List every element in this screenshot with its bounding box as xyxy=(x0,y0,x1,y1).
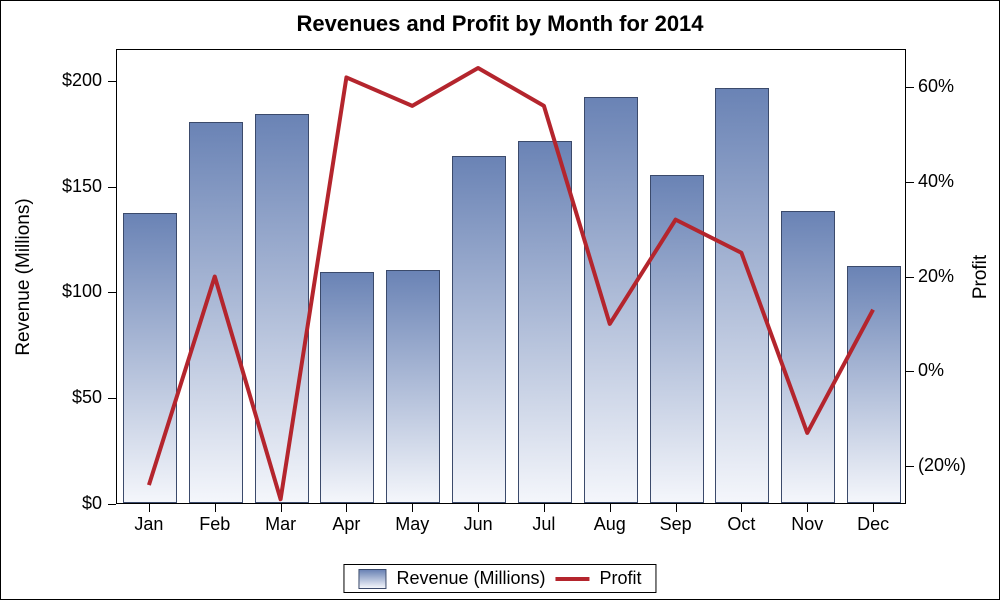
y-right-tick-label: (20%) xyxy=(918,455,966,476)
x-tick xyxy=(544,504,545,512)
x-tick xyxy=(215,504,216,512)
x-tick xyxy=(807,504,808,512)
y-left-tick xyxy=(108,398,116,399)
y-left-tick-label: $50 xyxy=(72,387,102,408)
x-tick-label: Oct xyxy=(727,514,755,535)
chart-title: Revenues and Profit by Month for 2014 xyxy=(1,11,999,37)
legend-line-profit xyxy=(556,577,590,581)
y-axis-left-label: Revenue (Millions) xyxy=(13,198,35,355)
x-tick-label: Mar xyxy=(265,514,296,535)
y-left-tick-label: $100 xyxy=(62,281,102,302)
y-right-tick-label: 40% xyxy=(918,171,954,192)
x-tick-label: Nov xyxy=(791,514,823,535)
x-tick xyxy=(741,504,742,512)
y-right-tick-label: 60% xyxy=(918,76,954,97)
y-left-tick xyxy=(108,292,116,293)
y-right-tick xyxy=(906,182,914,183)
x-tick xyxy=(346,504,347,512)
profit-line xyxy=(149,68,873,499)
x-tick xyxy=(676,504,677,512)
x-tick-label: Aug xyxy=(594,514,626,535)
x-tick xyxy=(412,504,413,512)
legend-label-profit: Profit xyxy=(600,568,642,589)
y-left-tick-label: $150 xyxy=(62,176,102,197)
y-left-tick-label: $0 xyxy=(82,493,102,514)
y-left-tick-label: $200 xyxy=(62,70,102,91)
x-tick-label: May xyxy=(395,514,429,535)
legend-label-revenue: Revenue (Millions) xyxy=(396,568,545,589)
y-left-tick xyxy=(108,81,116,82)
y-axis-right-label: Profit xyxy=(970,254,992,298)
x-tick-label: Jan xyxy=(134,514,163,535)
x-tick xyxy=(149,504,150,512)
x-tick xyxy=(610,504,611,512)
y-left-tick xyxy=(108,187,116,188)
x-tick xyxy=(478,504,479,512)
x-tick-label: Feb xyxy=(199,514,230,535)
y-right-tick-label: 0% xyxy=(918,360,944,381)
y-left-tick xyxy=(108,504,116,505)
legend: Revenue (Millions) Profit xyxy=(343,564,656,593)
y-right-tick xyxy=(906,277,914,278)
y-right-tick xyxy=(906,371,914,372)
y-right-tick-label: 20% xyxy=(918,266,954,287)
profit-line-layer xyxy=(116,49,906,504)
x-tick-label: Sep xyxy=(660,514,692,535)
x-tick xyxy=(281,504,282,512)
y-right-tick xyxy=(906,87,914,88)
legend-swatch-revenue xyxy=(358,569,386,589)
x-tick-label: Apr xyxy=(332,514,360,535)
y-right-tick xyxy=(906,466,914,467)
x-tick-label: Jun xyxy=(464,514,493,535)
chart-frame: Revenues and Profit by Month for 2014 Re… xyxy=(0,0,1000,600)
x-tick xyxy=(873,504,874,512)
x-tick-label: Dec xyxy=(857,514,889,535)
x-tick-label: Jul xyxy=(532,514,555,535)
